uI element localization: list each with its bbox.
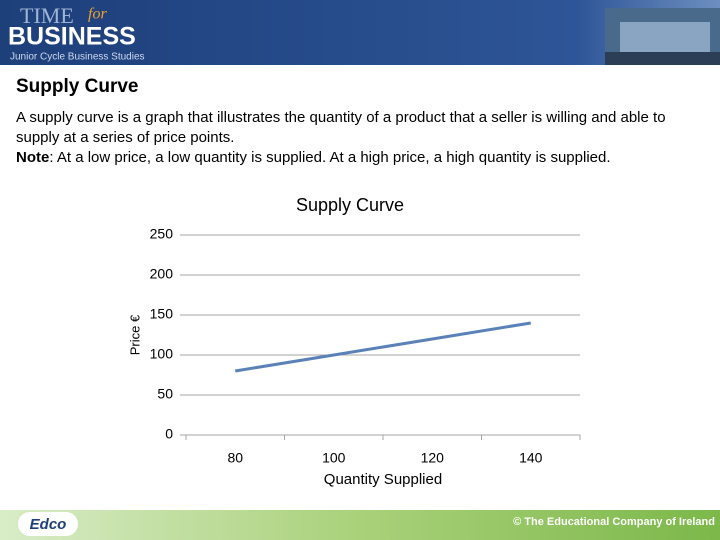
footer-band [0, 510, 720, 540]
slide-title: Supply Curve [16, 76, 139, 97]
y-axis-label: Price € [127, 314, 142, 355]
logo-time: TIME [20, 3, 74, 28]
y-tick-label: 250 [150, 226, 174, 242]
x-tick-label: 80 [227, 450, 243, 466]
logo-subtitle: Junior Cycle Business Studies [10, 52, 145, 63]
chart-title: Supply Curve [296, 195, 404, 215]
header-banner [0, 0, 720, 65]
footer-copyright: © The Educational Company of Ireland [513, 516, 715, 528]
y-tick-label: 50 [157, 386, 173, 402]
note-label: Note [16, 149, 50, 166]
header-photo-water [605, 52, 720, 65]
slide-body: A supply curve is a graph that illustrat… [16, 108, 696, 168]
x-tick-label: 140 [519, 450, 543, 466]
x-axis-label: Quantity Supplied [324, 471, 442, 488]
logo-for: for [88, 6, 107, 23]
footer-logo: Edco [30, 516, 67, 533]
chart: Supply Curve Quantity Supplied Price € 0… [127, 195, 581, 488]
paragraph: A supply curve is a graph that illustrat… [16, 109, 666, 146]
note-text: : At a low price, a low quantity is supp… [49, 149, 611, 166]
x-tick-label: 100 [322, 450, 346, 466]
footer-logo-badge [18, 512, 78, 536]
header-photo-building [620, 22, 710, 52]
y-tick-label: 0 [165, 426, 173, 442]
data-line [235, 321, 531, 373]
logo-business: BUSINESS [8, 23, 136, 51]
y-tick-label: 200 [150, 266, 174, 282]
x-tick-label: 120 [421, 450, 445, 466]
y-tick-label: 150 [150, 306, 174, 322]
y-tick-label: 100 [150, 346, 174, 362]
